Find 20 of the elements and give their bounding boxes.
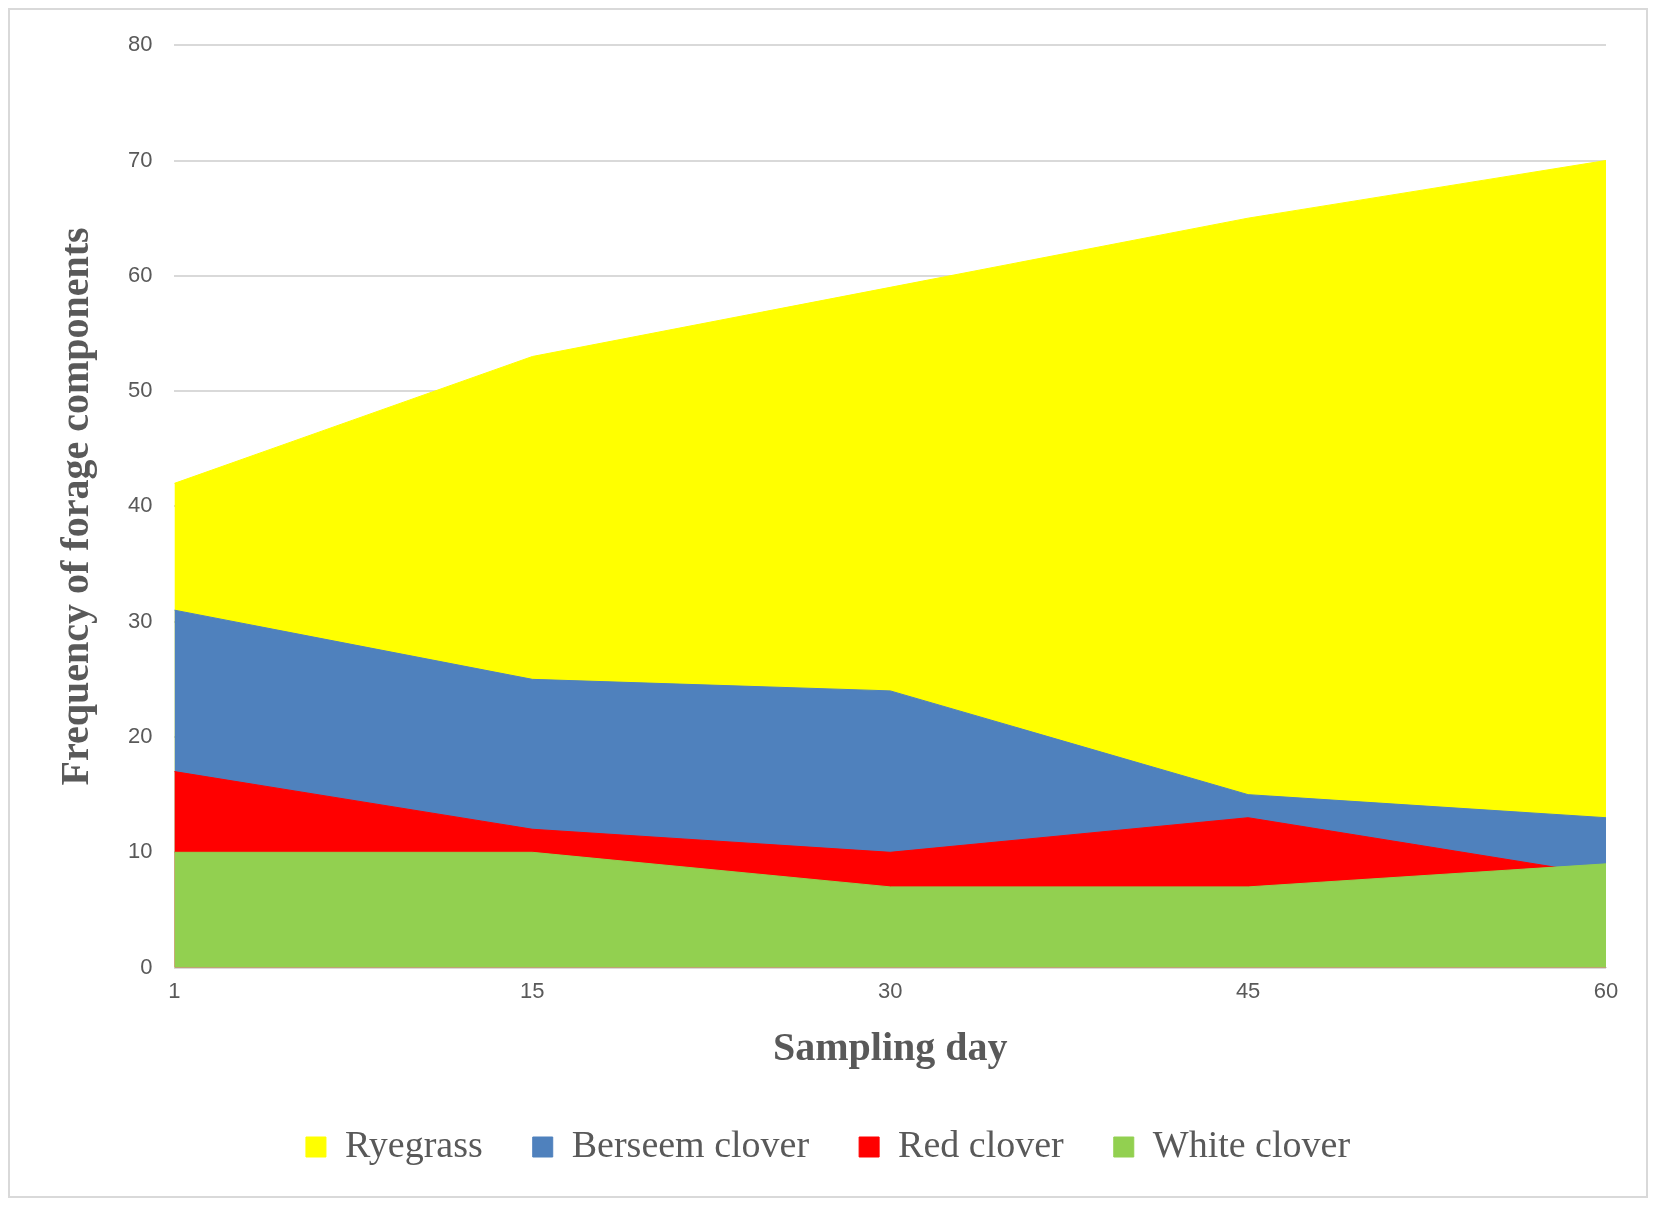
x-axis-title: Sampling day xyxy=(772,1024,1008,1070)
y-tick-label: 40 xyxy=(127,492,153,518)
x-tick-label: 1 xyxy=(168,977,181,1003)
x-tick-label: 30 xyxy=(877,977,903,1003)
y-axis-title: Frequency of forage components xyxy=(52,227,98,786)
y-tick-label: 20 xyxy=(127,723,153,749)
y-tick-label: 80 xyxy=(127,31,153,57)
x-tick-label: 15 xyxy=(520,977,545,1003)
legend-label: Red clover xyxy=(898,1122,1065,1165)
y-tick-label: 50 xyxy=(127,377,153,403)
y-tick-label: 60 xyxy=(127,261,153,287)
legend-label: White clover xyxy=(1152,1122,1351,1165)
y-tick-label: 0 xyxy=(140,953,153,979)
y-tick-label: 10 xyxy=(127,838,153,864)
y-tick-label: 70 xyxy=(127,146,153,172)
legend-label: Ryegrass xyxy=(344,1122,483,1165)
x-tick-label: 45 xyxy=(1235,977,1261,1003)
y-tick-label: 30 xyxy=(127,607,153,633)
x-tick-label: 60 xyxy=(1593,977,1619,1003)
legend-label: Berseem clover xyxy=(571,1122,810,1165)
